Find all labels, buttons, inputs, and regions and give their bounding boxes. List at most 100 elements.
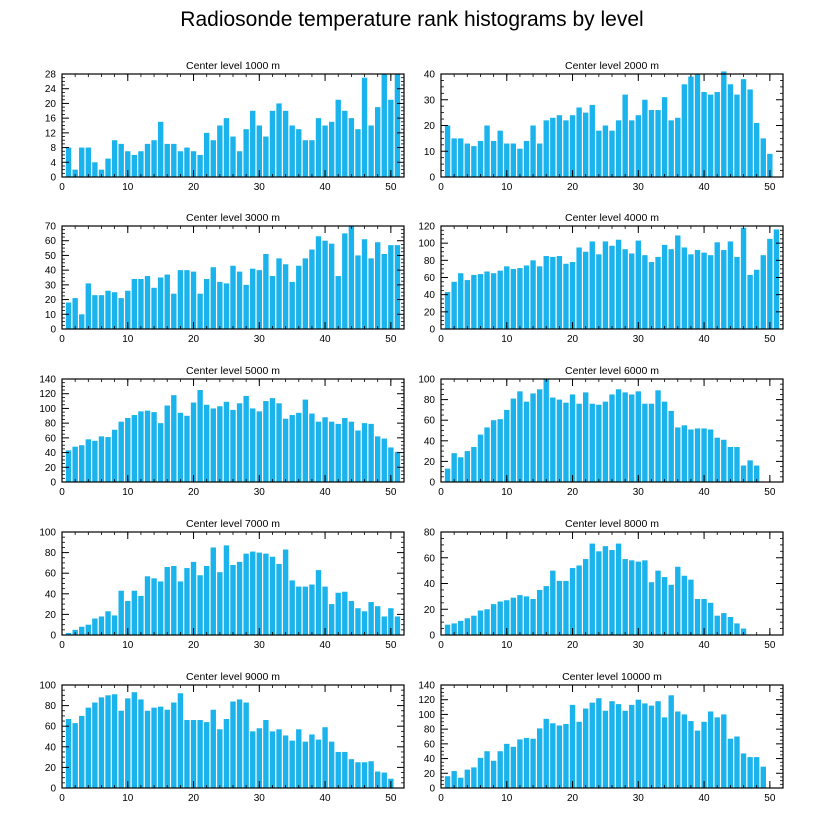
bar bbox=[602, 241, 609, 329]
y-tick-label: 70 bbox=[45, 222, 57, 233]
bar bbox=[171, 143, 177, 177]
bar bbox=[204, 722, 210, 788]
bar bbox=[668, 120, 674, 177]
chart-panel-10: Center level 10000 m 0 10 20 30 40 50 0 20 40 60 80… bbox=[418, 671, 784, 804]
x-tick-label: 50 bbox=[764, 793, 776, 804]
x-tick-label: 0 bbox=[438, 793, 444, 804]
bar bbox=[596, 404, 602, 482]
bar bbox=[740, 465, 747, 482]
bar bbox=[517, 739, 523, 788]
bar bbox=[309, 584, 315, 635]
bar bbox=[464, 769, 470, 788]
bar bbox=[243, 395, 249, 482]
bar bbox=[688, 721, 694, 788]
bar bbox=[361, 611, 368, 635]
bar bbox=[177, 412, 184, 482]
bar bbox=[79, 715, 85, 788]
bar bbox=[144, 143, 151, 177]
bar bbox=[681, 84, 688, 177]
bar bbox=[550, 723, 556, 788]
x-tick-label: 30 bbox=[254, 334, 266, 345]
bar bbox=[388, 99, 394, 177]
bar bbox=[210, 709, 216, 788]
x-tick-label: 20 bbox=[567, 640, 579, 651]
bar bbox=[642, 99, 648, 177]
bar bbox=[282, 264, 289, 329]
x-tick-label: 0 bbox=[59, 793, 65, 804]
y-tick-label: 0 bbox=[50, 325, 56, 336]
bar bbox=[210, 140, 216, 177]
bar bbox=[576, 107, 582, 177]
bar bbox=[536, 728, 543, 788]
bar bbox=[98, 616, 105, 635]
bar bbox=[504, 743, 510, 788]
bar bbox=[550, 570, 556, 636]
bar bbox=[648, 110, 655, 177]
bar bbox=[635, 699, 641, 788]
bar bbox=[164, 405, 170, 482]
y-tick-label: 60 bbox=[45, 236, 57, 247]
bar bbox=[490, 273, 497, 329]
bar bbox=[138, 278, 144, 329]
bar bbox=[177, 581, 184, 635]
bar bbox=[250, 110, 256, 177]
y-tick-label: 40 bbox=[424, 70, 436, 81]
bar bbox=[694, 74, 701, 177]
y-tick-label: 12 bbox=[45, 128, 57, 139]
bar bbox=[335, 751, 341, 788]
bar bbox=[727, 738, 734, 788]
bar bbox=[236, 403, 243, 482]
y-tick-label: 16 bbox=[45, 114, 57, 125]
y-tick-label: 100 bbox=[418, 710, 435, 721]
bar bbox=[497, 130, 503, 177]
bar bbox=[368, 125, 374, 177]
bar bbox=[315, 421, 322, 482]
bar bbox=[184, 147, 190, 177]
bar bbox=[517, 595, 523, 635]
bar bbox=[523, 596, 530, 636]
bar bbox=[517, 391, 523, 482]
bar bbox=[701, 92, 707, 177]
bar bbox=[563, 723, 569, 788]
y-tick-label: 80 bbox=[424, 528, 436, 539]
bar bbox=[355, 762, 361, 788]
bar bbox=[144, 576, 151, 635]
bar bbox=[98, 169, 105, 177]
bar bbox=[609, 550, 615, 635]
bar bbox=[171, 565, 177, 635]
bar bbox=[223, 401, 230, 482]
y-tick-label: 20 bbox=[45, 763, 57, 774]
bar bbox=[583, 251, 589, 329]
bar bbox=[151, 578, 157, 635]
bar bbox=[157, 423, 164, 482]
bar bbox=[335, 592, 341, 635]
y-tick-label: 0 bbox=[429, 784, 435, 795]
y-tick-label: 40 bbox=[424, 579, 436, 590]
x-tick-label: 20 bbox=[567, 334, 579, 345]
bar bbox=[458, 620, 464, 635]
bar bbox=[65, 302, 72, 329]
bar bbox=[622, 710, 628, 788]
bar bbox=[276, 258, 282, 329]
y-tick-label: 80 bbox=[45, 419, 57, 430]
bar bbox=[569, 704, 576, 788]
bar bbox=[230, 136, 236, 177]
bar bbox=[263, 401, 269, 482]
bar bbox=[394, 616, 401, 635]
bar bbox=[675, 711, 681, 788]
x-tick-label: 30 bbox=[254, 793, 266, 804]
x-tick-label: 30 bbox=[254, 487, 266, 498]
bar bbox=[629, 704, 635, 788]
bar bbox=[714, 92, 720, 177]
bar bbox=[635, 561, 641, 635]
x-tick-label: 40 bbox=[699, 793, 711, 804]
bar bbox=[204, 132, 210, 177]
bar bbox=[504, 143, 510, 177]
bar bbox=[701, 598, 707, 635]
x-tick-label: 50 bbox=[385, 793, 397, 804]
bar bbox=[309, 734, 315, 788]
bar bbox=[269, 731, 276, 788]
bar bbox=[217, 281, 223, 329]
bar bbox=[727, 616, 734, 635]
bar bbox=[164, 274, 170, 329]
